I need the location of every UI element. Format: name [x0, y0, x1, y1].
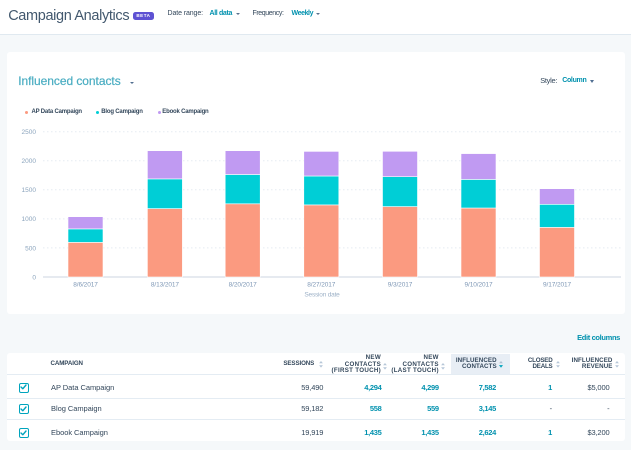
- svg-text:1500: 1500: [22, 187, 37, 194]
- svg-text:0: 0: [32, 274, 36, 281]
- svg-text:9/10/2017: 9/10/2017: [464, 281, 493, 288]
- svg-text:2000: 2000: [22, 158, 37, 165]
- svg-text:Session date: Session date: [304, 292, 340, 299]
- svg-text:1000: 1000: [22, 216, 37, 223]
- svg-text:8/20/2017: 8/20/2017: [229, 281, 258, 288]
- svg-text:8/13/2017: 8/13/2017: [151, 281, 180, 288]
- svg-text:9/17/2017: 9/17/2017: [543, 281, 572, 288]
- svg-text:500: 500: [25, 245, 36, 252]
- svg-text:8/27/2017: 8/27/2017: [307, 281, 336, 288]
- svg-text:2500: 2500: [22, 129, 37, 136]
- svg-text:9/3/2017: 9/3/2017: [388, 281, 413, 288]
- svg-text:8/6/2017: 8/6/2017: [73, 281, 98, 288]
